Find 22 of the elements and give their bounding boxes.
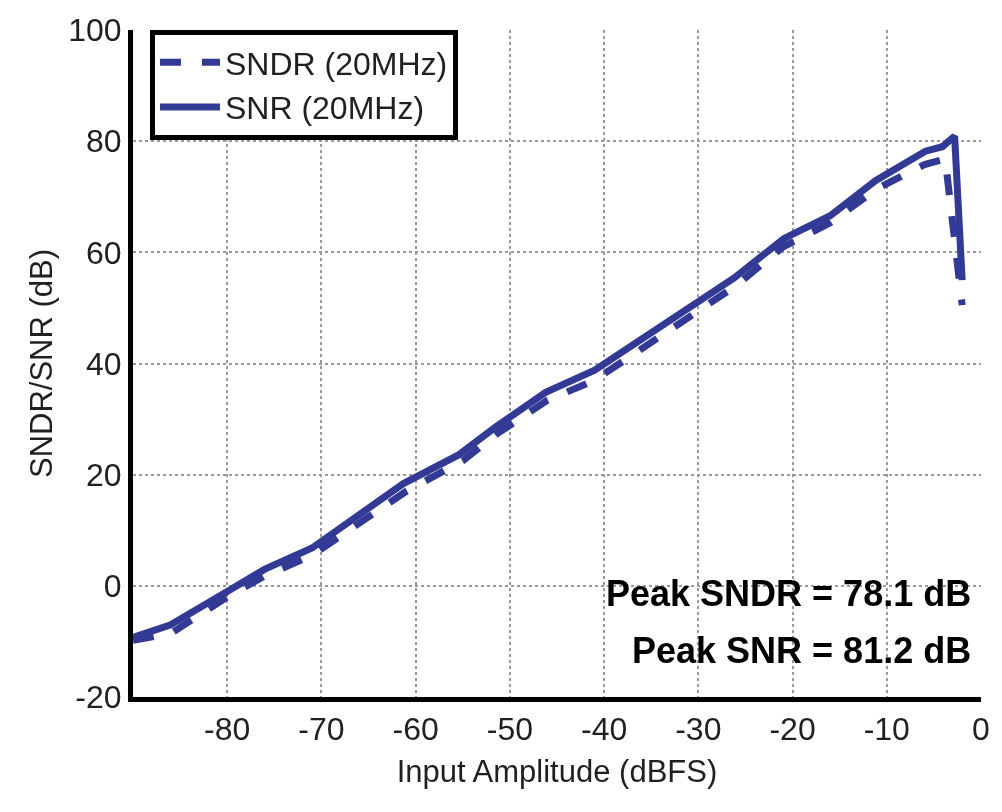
legend-label: SNDR (20MHz) (224, 45, 448, 82)
x-tick-label: -30 (675, 711, 722, 748)
y-tick-label: -20 (75, 679, 122, 716)
y-tick-label: 100 (68, 12, 122, 49)
x-tick-label: -50 (486, 711, 534, 748)
y-axis-title: SNDR/SNR (dB) (23, 248, 59, 479)
y-tick-label: 20 (86, 456, 122, 493)
x-tick-label: -60 (392, 711, 439, 748)
y-tick-label: 60 (86, 234, 122, 271)
y-tick-label: 80 (86, 123, 122, 160)
y-tick-label: 40 (86, 345, 122, 382)
annotation: Peak SNR = 81.2 dB (632, 630, 972, 671)
x-tick-label: -10 (863, 711, 910, 748)
annotation: Peak SNDR = 78.1 dB (606, 573, 972, 614)
x-tick-label: -20 (769, 711, 816, 748)
y-tick-label: 0 (103, 568, 122, 605)
x-tick-label: -80 (204, 711, 251, 748)
x-tick-label: 0 (972, 711, 990, 748)
legend-label: SNR (20MHz) (224, 90, 425, 127)
x-tick-label: -70 (298, 711, 345, 748)
x-axis-title: Input Amplitude (dBFS) (396, 753, 718, 789)
x-tick-label: -40 (580, 711, 628, 748)
